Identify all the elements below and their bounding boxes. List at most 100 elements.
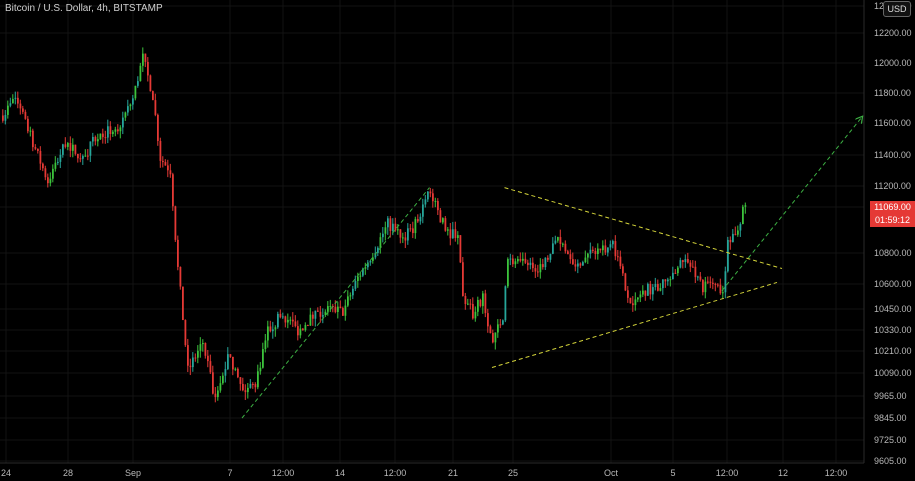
currency-button[interactable]: USD xyxy=(883,1,911,17)
candle-body xyxy=(407,228,409,241)
candle-body xyxy=(289,319,292,321)
candle-body xyxy=(522,258,524,261)
time-axis[interactable]: 24 28 Sep 7 12:00 14 12:00 21 25 Oct 5 12:00 12 12:00 xyxy=(1,468,847,478)
candle-body xyxy=(107,126,109,138)
trendline-triangle-lower[interactable] xyxy=(491,281,778,368)
candle-body xyxy=(732,233,734,243)
candle-body xyxy=(247,387,249,393)
candle-body xyxy=(514,261,517,265)
candle-body xyxy=(567,251,569,255)
candle-body xyxy=(632,303,634,306)
candle-body xyxy=(2,115,4,121)
candle-body xyxy=(204,343,207,356)
candle-body xyxy=(67,143,69,147)
candle-body xyxy=(544,257,547,268)
candle-body xyxy=(312,314,314,319)
candle-body xyxy=(77,153,79,159)
candle-body xyxy=(702,279,704,293)
trendline-drawings[interactable] xyxy=(241,117,862,419)
candle-body xyxy=(387,218,389,228)
candle-body xyxy=(74,144,77,154)
candle-body xyxy=(104,137,107,139)
candle-body xyxy=(259,367,262,372)
candle-body xyxy=(569,254,572,260)
candle-body xyxy=(234,368,237,370)
candle-body xyxy=(229,354,232,357)
candle-body xyxy=(617,256,619,258)
candle-body xyxy=(419,216,422,222)
candle-body xyxy=(84,155,87,157)
candle-body xyxy=(157,114,159,141)
candle-body xyxy=(659,288,662,291)
candle-body xyxy=(354,281,357,289)
candle-body xyxy=(614,241,617,257)
candle-body xyxy=(597,248,599,255)
candle-body xyxy=(189,365,192,368)
candle-body xyxy=(117,129,119,132)
symbol-title: Bitcoin / U.S. Dollar, 4h, BITSTAMP xyxy=(5,3,163,14)
candle-body xyxy=(167,165,169,171)
candle-body xyxy=(164,162,167,166)
candle-body xyxy=(14,97,17,99)
candle-body xyxy=(677,267,679,274)
candle-body xyxy=(492,332,494,343)
time-tick-label: 28 xyxy=(63,468,73,478)
candle-body xyxy=(194,357,197,359)
candle-body xyxy=(622,266,624,274)
candle-body xyxy=(534,268,537,272)
candle-body xyxy=(184,320,187,346)
candle-body xyxy=(547,257,549,260)
candle-body xyxy=(637,297,639,300)
candle-body xyxy=(297,326,299,336)
candle-body xyxy=(509,258,512,260)
trendline-green-support[interactable] xyxy=(241,187,430,419)
candle-body xyxy=(4,114,7,121)
candle-body xyxy=(639,294,642,298)
candle-body xyxy=(379,237,382,248)
candle-body xyxy=(374,252,377,258)
candle-body xyxy=(34,147,37,149)
candle-body xyxy=(22,108,24,112)
candle-body xyxy=(462,262,464,296)
candle-body xyxy=(582,262,584,266)
time-tick-label: 14 xyxy=(335,468,345,478)
candle-body xyxy=(27,118,29,132)
candle-body xyxy=(309,314,312,326)
candle-body xyxy=(589,249,592,254)
candle-body xyxy=(249,383,252,388)
time-tick-label: 12:00 xyxy=(716,468,739,478)
candle-body xyxy=(507,259,509,287)
candle-body xyxy=(707,281,709,283)
trendline-breakout-projection[interactable] xyxy=(721,117,862,291)
candle-body xyxy=(202,343,204,345)
candle-body xyxy=(382,233,384,238)
candle-body xyxy=(717,284,719,286)
candle-body xyxy=(304,325,307,331)
candle-body xyxy=(372,257,374,261)
candle-body xyxy=(267,326,269,341)
candle-body xyxy=(89,141,92,156)
candle-body xyxy=(694,266,697,278)
candle-body xyxy=(264,340,267,350)
candle-body xyxy=(237,368,239,378)
candle-body xyxy=(132,98,134,105)
time-tick-label: 5 xyxy=(670,468,675,478)
candle-body xyxy=(467,303,469,305)
candle-body xyxy=(199,344,202,351)
price-tick-label: 10450.00 xyxy=(874,304,912,314)
candle-body xyxy=(672,272,674,280)
candle-body xyxy=(47,177,49,184)
price-tick-label: 10090.00 xyxy=(874,368,912,378)
candle-body xyxy=(449,229,452,239)
candle-body xyxy=(657,283,659,291)
candle-body xyxy=(437,201,439,211)
candle-body xyxy=(127,106,129,113)
candle-body xyxy=(612,241,614,245)
candle-body xyxy=(654,283,657,288)
trendline-triangle-upper[interactable] xyxy=(504,187,783,269)
candle-body xyxy=(314,310,317,319)
candle-body xyxy=(584,257,587,263)
candle-body xyxy=(114,129,117,132)
price-axis[interactable]: 12400.0012200.0012000.0011800.0011600.00… xyxy=(874,1,912,466)
